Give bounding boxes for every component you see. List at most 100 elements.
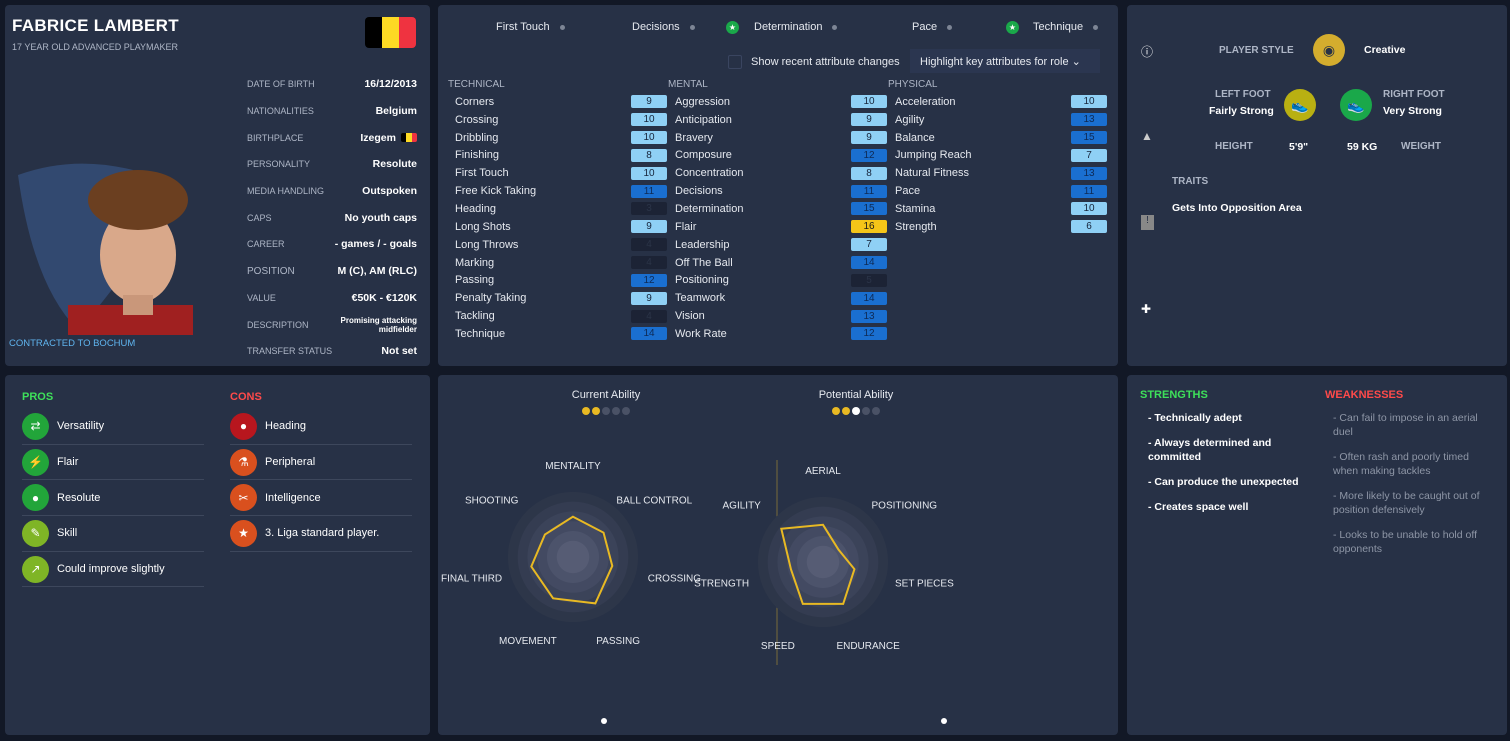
highlighted-attribute[interactable]: Pace xyxy=(912,21,953,33)
contract-link[interactable]: CONTRACTED TO BOCHUM xyxy=(9,338,136,349)
radar-title: Current Ability xyxy=(572,389,641,401)
info-icon[interactable]: ⓘ xyxy=(1141,45,1154,59)
con-item: ● Heading xyxy=(230,409,412,445)
pager-dot[interactable] xyxy=(941,718,947,724)
mental-column: MENTAL Aggression 10 Anticipation 9 Bravery 9 C… xyxy=(668,79,887,343)
attribute-row[interactable]: Bravery 9 xyxy=(675,129,887,147)
attribute-row[interactable]: Technique 14 xyxy=(455,325,667,343)
con-icon: ✂ xyxy=(230,484,257,512)
right-foot-value: Very Strong xyxy=(1383,105,1442,117)
trait-item[interactable]: Gets Into Opposition Area xyxy=(1172,202,1302,214)
pro-icon: ✎ xyxy=(22,519,49,547)
highlighted-attribute[interactable]: Technique xyxy=(1033,21,1099,33)
mental-title: MENTAL xyxy=(668,79,708,90)
attribute-name: Free Kick Taking xyxy=(455,185,537,198)
attribute-row[interactable]: Strength 6 xyxy=(895,218,1107,236)
attribute-row[interactable]: Corners 9 xyxy=(455,93,667,111)
attribute-row[interactable]: Long Shots 9 xyxy=(455,218,667,236)
attribute-row[interactable]: Vision 13 xyxy=(675,307,887,325)
attribute-row[interactable]: Jumping Reach 7 xyxy=(895,147,1107,165)
attribute-row[interactable]: Long Throws 4 xyxy=(455,236,667,254)
info-value-text: Belgium xyxy=(375,105,417,118)
strengths-weaknesses-panel: STRENGTHS - Technically adept - Always det… xyxy=(1127,375,1507,735)
attribute-row[interactable]: Pace 11 xyxy=(895,182,1107,200)
attribute-row[interactable]: Aggression 10 xyxy=(675,93,887,111)
attribute-row[interactable]: Crossing 10 xyxy=(455,111,667,129)
attribute-row[interactable]: Determination 15 xyxy=(675,200,887,218)
attribute-name: Acceleration xyxy=(895,95,956,108)
radar-axis-label: PASSING xyxy=(596,636,640,647)
attribute-row[interactable]: Heading 3 xyxy=(455,200,667,218)
show-changes-label[interactable]: Show recent attribute changes xyxy=(751,56,900,68)
info-value[interactable]: Izegem xyxy=(360,132,417,144)
attribute-row[interactable]: First Touch 10 xyxy=(455,164,667,182)
eye-icon: ◉ xyxy=(1313,34,1345,66)
pro-item: ✎ Skill xyxy=(22,516,204,552)
pro-label: Flair xyxy=(57,456,79,469)
info-row: CAREER - games / - goals xyxy=(247,231,417,258)
attribute-value: 10 xyxy=(631,113,667,127)
pager-dot[interactable] xyxy=(601,718,607,724)
attribute-row[interactable]: Agility 13 xyxy=(895,111,1107,129)
right-boot-icon: 👟 xyxy=(1340,89,1372,121)
pro-label: Skill xyxy=(57,527,78,540)
player-style-value: Creative xyxy=(1364,44,1406,56)
attribute-value: 4 xyxy=(631,238,667,252)
attribute-row[interactable]: Acceleration 10 xyxy=(895,93,1107,111)
con-item: ✂ Intelligence xyxy=(230,480,412,517)
attribute-row[interactable]: Tackling 4 xyxy=(455,307,667,325)
attribute-name: Aggression xyxy=(675,95,731,108)
attribute-row[interactable]: Leadership 7 xyxy=(675,236,887,254)
radar-axis-label: SPEED xyxy=(761,641,795,652)
attribute-row[interactable]: Off The Ball 14 xyxy=(675,254,887,272)
highlighted-attribute[interactable]: Decisions xyxy=(632,21,695,33)
nation-flag[interactable] xyxy=(365,17,416,48)
attribute-row[interactable]: Finishing 8 xyxy=(455,147,667,165)
highlighted-attribute[interactable]: First Touch xyxy=(496,21,565,33)
alert-icon[interactable]: ! xyxy=(1141,215,1154,230)
attribute-row[interactable]: Marking 4 xyxy=(455,254,667,272)
attribute-value: 12 xyxy=(851,148,887,162)
ability-star xyxy=(582,407,590,415)
highlighted-attribute[interactable]: Determination xyxy=(754,21,838,33)
info-value[interactable]: Belgium xyxy=(376,105,417,117)
highlight-role-dropdown[interactable]: Highlight key attributes for role ⌄ xyxy=(910,49,1100,73)
strength-item: - Creates space well xyxy=(1148,501,1249,513)
attribute-row[interactable]: Anticipation 9 xyxy=(675,111,887,129)
info-row: CAPS No youth caps xyxy=(247,204,417,231)
attribute-row[interactable]: Dribbling 10 xyxy=(455,129,667,147)
attribute-row[interactable]: Positioning 5 xyxy=(675,271,887,289)
attribute-row[interactable]: Work Rate 12 xyxy=(675,325,887,343)
medical-icon[interactable]: ✚ xyxy=(1141,302,1152,316)
foot-icon[interactable]: ▲ xyxy=(1141,129,1153,143)
attribute-name: Composure xyxy=(675,149,732,162)
star-icon: ★ xyxy=(1006,21,1019,34)
attribute-row[interactable]: Teamwork 14 xyxy=(675,289,887,307)
attribute-row[interactable]: Natural Fitness 13 xyxy=(895,164,1107,182)
attribute-row[interactable]: Decisions 11 xyxy=(675,182,887,200)
show-changes-checkbox[interactable] xyxy=(728,55,742,69)
attribute-row[interactable]: Concentration 8 xyxy=(675,164,887,182)
attribute-value: 13 xyxy=(1071,113,1107,127)
attribute-name: Corners xyxy=(455,95,495,108)
info-label: TRANSFER STATUS xyxy=(247,346,333,357)
con-icon: ⚗ xyxy=(230,448,257,476)
attribute-row[interactable]: Passing 12 xyxy=(455,271,667,289)
radar-charts: Current Ability MENTALITY BALL CONTROL CROS… xyxy=(441,389,954,724)
attribute-value: 9 xyxy=(631,220,667,234)
attribute-row[interactable]: Free Kick Taking 11 xyxy=(455,182,667,200)
attribute-value: 11 xyxy=(851,184,887,198)
strengths-title: STRENGTHS xyxy=(1140,389,1208,401)
con-label: 3. Liga standard player. xyxy=(265,527,380,540)
weakness-item: - Can fail to impose in an aerial duel xyxy=(1333,412,1478,438)
attribute-row[interactable]: Penalty Taking 9 xyxy=(455,289,667,307)
attribute-row[interactable]: Balance 15 xyxy=(895,129,1107,147)
attribute-name: Strength xyxy=(895,220,937,233)
attribute-row[interactable]: Composure 12 xyxy=(675,147,887,165)
ability-star xyxy=(592,407,600,415)
attribute-row[interactable]: Stamina 10 xyxy=(895,200,1107,218)
attribute-row[interactable]: Flair 16 xyxy=(675,218,887,236)
info-value-text: 16/12/2013 xyxy=(364,78,417,91)
attribute-name: Balance xyxy=(895,131,935,144)
attribute-name: Penalty Taking xyxy=(455,292,527,305)
